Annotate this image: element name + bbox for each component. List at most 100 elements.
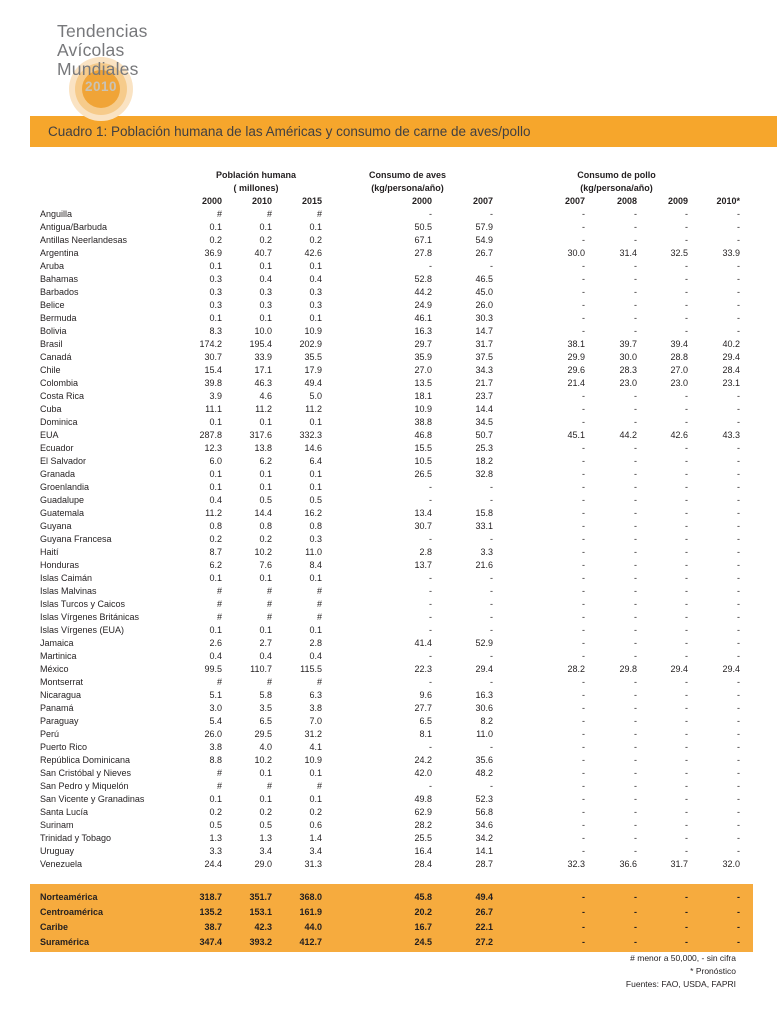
value-cell: -: [429, 261, 432, 271]
value-cell: -: [490, 742, 493, 752]
country-name: Santa Lucía: [40, 807, 89, 817]
value-cell: -: [582, 892, 585, 902]
value-cell: -: [634, 807, 637, 817]
value-cell: -: [634, 300, 637, 310]
value-cell: -: [634, 625, 637, 635]
value-cell: -: [634, 638, 637, 648]
value-cell: -: [685, 495, 688, 505]
value-cell: 9.6: [419, 690, 432, 700]
logo-year: 2010: [84, 79, 118, 94]
value-cell: -: [737, 469, 740, 479]
value-cell: 0.1: [209, 482, 222, 492]
value-cell: 29.4: [722, 664, 740, 674]
value-cell: -: [490, 573, 493, 583]
value-cell: 30.0: [567, 248, 585, 258]
value-cell: -: [429, 573, 432, 583]
value-cell: #: [266, 586, 272, 596]
region-name: Caribe: [40, 922, 69, 932]
value-cell: -: [737, 690, 740, 700]
country-row: El Salvador 6.0 6.2 6.4 10.5 18.2 - - - -: [40, 455, 740, 468]
value-cell: -: [685, 820, 688, 830]
value-cell: 0.1: [209, 625, 222, 635]
country-name: Barbados: [40, 287, 79, 297]
value-cell: -: [634, 521, 637, 531]
value-cell: 27.2: [475, 937, 493, 947]
value-cell: -: [634, 729, 637, 739]
value-cell: 29.0: [254, 859, 272, 869]
value-cell: 25.5: [414, 833, 432, 843]
value-cell: -: [582, 690, 585, 700]
value-cell: 31.4: [619, 248, 637, 258]
value-cell: #: [266, 677, 272, 687]
value-cell: -: [685, 469, 688, 479]
value-cell: -: [582, 729, 585, 739]
value-cell: 7.0: [309, 716, 322, 726]
country-row: Antigua/Barbuda 0.1 0.1 0.1 50.5 57.9 - - - -: [40, 221, 740, 234]
value-cell: -: [737, 586, 740, 596]
value-cell: -: [582, 521, 585, 531]
value-cell: 44.0: [304, 922, 322, 932]
value-cell: -: [685, 755, 688, 765]
value-cell: 15.5: [414, 443, 432, 453]
region-row: Norteamérica 318.7 351.7 368.0 45.8 49.4 - - - -: [40, 890, 740, 905]
value-cell: 24.9: [414, 300, 432, 310]
country-name: Bahamas: [40, 274, 79, 284]
value-cell: 0.4: [209, 495, 222, 505]
value-cell: -: [634, 469, 637, 479]
value-cell: -: [685, 222, 688, 232]
value-cell: 6.2: [209, 560, 222, 570]
value-cell: -: [634, 456, 637, 466]
value-cell: 34.3: [475, 365, 493, 375]
country-row: Ecuador 12.3 13.8 14.6 15.5 25.3 - - - -: [40, 442, 740, 455]
country-name: Guyana Francesa: [40, 534, 112, 544]
value-cell: 0.3: [259, 287, 272, 297]
group-label-row: Población humana Consumo de aves Consumo…: [40, 169, 740, 182]
value-cell: -: [582, 235, 585, 245]
value-cell: -: [737, 833, 740, 843]
country-row: Brasil 174.2 195.4 202.9 29.7 31.7 38.1 39.7 39.…: [40, 338, 740, 351]
value-cell: -: [582, 820, 585, 830]
value-cell: 32.5: [670, 248, 688, 258]
value-cell: -: [634, 534, 637, 544]
value-cell: -: [737, 222, 740, 232]
value-cell: -: [634, 235, 637, 245]
value-cell: -: [634, 846, 637, 856]
value-cell: 30.6: [475, 703, 493, 713]
value-cell: 0.1: [209, 794, 222, 804]
value-cell: 34.2: [475, 833, 493, 843]
country-name: Islas Turcos y Caicos: [40, 599, 126, 609]
group-unit-aves: (kg/persona/año): [371, 183, 444, 193]
value-cell: 1.4: [309, 833, 322, 843]
corner-cell: [40, 169, 190, 182]
value-cell: 0.4: [309, 651, 322, 661]
group-unit-pollo: (kg/persona/año): [580, 183, 653, 193]
value-cell: 0.1: [309, 469, 322, 479]
value-cell: 0.3: [259, 300, 272, 310]
value-cell: 35.6: [475, 755, 493, 765]
country-name: Panamá: [40, 703, 74, 713]
value-cell: 0.1: [209, 417, 222, 427]
value-cell: 0.1: [209, 222, 222, 232]
region-row: Centroamérica 135.2 153.1 161.9 20.2 26.7 - - - -: [40, 905, 740, 920]
value-cell: -: [634, 417, 637, 427]
value-cell: 56.8: [475, 807, 493, 817]
value-cell: 34.5: [475, 417, 493, 427]
value-cell: -: [685, 274, 688, 284]
country-name: Perú: [40, 729, 60, 739]
logo-ring-inner: [82, 70, 120, 108]
value-cell: -: [634, 690, 637, 700]
value-cell: 21.4: [567, 378, 585, 388]
value-cell: 8.7: [209, 547, 222, 557]
value-cell: #: [216, 586, 222, 596]
value-cell: 161.9: [299, 907, 322, 917]
value-cell: 0.2: [259, 235, 272, 245]
value-cell: 46.8: [414, 430, 432, 440]
value-cell: -: [685, 560, 688, 570]
value-cell: -: [582, 261, 585, 271]
value-cell: -: [582, 313, 585, 323]
value-cell: -: [582, 755, 585, 765]
value-cell: -: [634, 755, 637, 765]
value-cell: 13.8: [254, 443, 272, 453]
value-cell: 318.7: [199, 892, 222, 902]
value-cell: -: [737, 794, 740, 804]
